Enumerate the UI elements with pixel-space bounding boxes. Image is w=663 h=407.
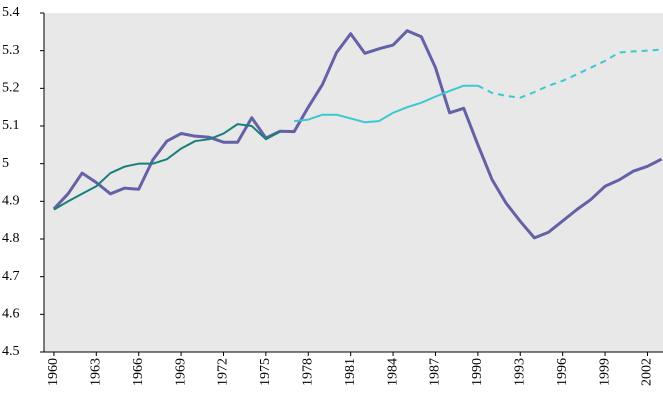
x-tick-label: 1993 [512, 358, 527, 386]
series-line [53, 123, 281, 211]
x-tick-label: 1999 [597, 358, 612, 386]
x-tick-label: 1969 [173, 358, 188, 386]
y-tick-label: 4.9 [2, 194, 20, 209]
x-tick-label: 1978 [300, 358, 315, 386]
x-tick-label: 1963 [89, 358, 104, 386]
y-tick-label: 4.8 [2, 231, 20, 246]
y-tick-label: 4.6 [2, 307, 20, 322]
y-tick-label: 5.4 [2, 5, 20, 20]
x-tick-label: 1972 [216, 358, 231, 386]
x-tick-label: 1990 [470, 358, 485, 386]
series-line [52, 29, 663, 240]
x-tick-label: 1975 [258, 358, 273, 386]
y-tick-label: 5.3 [2, 43, 20, 58]
series-line [477, 48, 662, 99]
x-tick-label: 2002 [640, 358, 655, 386]
y-tick-label: 5 [2, 156, 9, 171]
plot-area [44, 13, 663, 352]
y-tick-label: 4.5 [2, 344, 20, 359]
y-tick-label: 5.1 [2, 118, 20, 133]
x-tick-label: 1966 [131, 358, 146, 386]
x-tick-label: 1981 [343, 358, 358, 386]
x-tick-label: 1987 [428, 358, 443, 386]
x-tick-label: 1960 [46, 358, 61, 386]
series-line [294, 84, 478, 124]
x-tick-label: 1996 [555, 358, 570, 386]
x-tick-label: 1984 [385, 358, 400, 386]
y-tick-label: 5.2 [2, 81, 20, 96]
y-tick-label: 4.7 [2, 269, 20, 284]
